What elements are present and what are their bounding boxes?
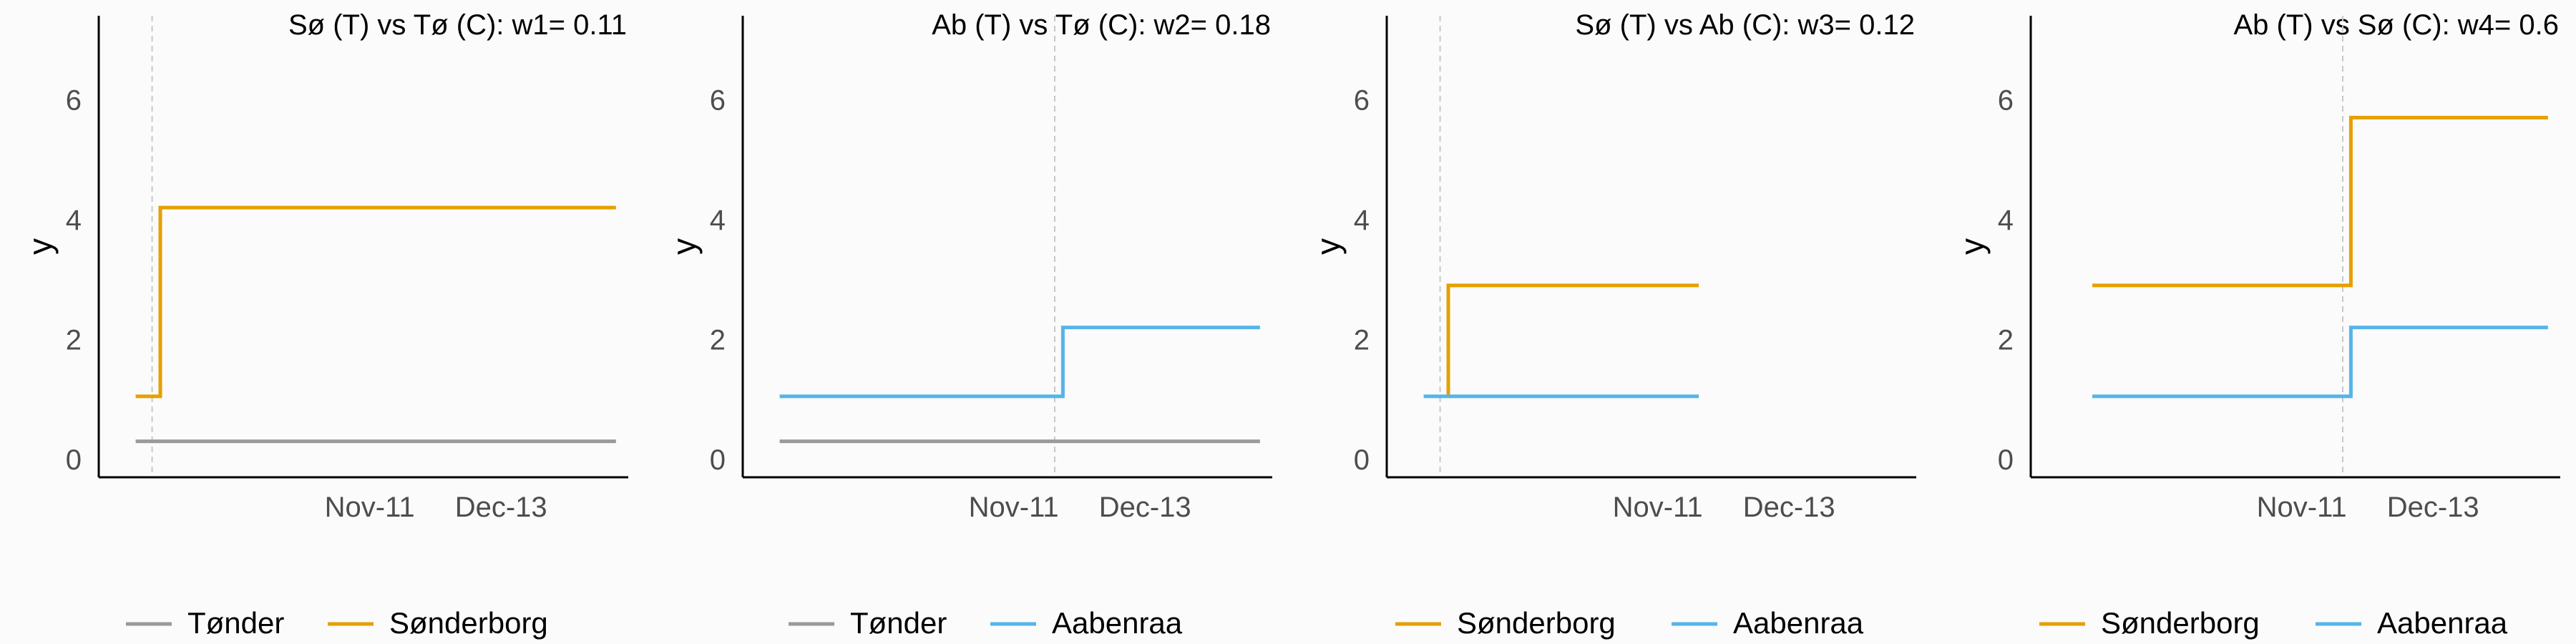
series-line-aabenraa — [779, 326, 1260, 399]
legend-label: Aabenraa — [1052, 606, 1183, 640]
legend-label: Aabenraa — [2377, 606, 2508, 640]
chart-title: Ab (T) vs Sø (C): w4= 0.6 — [2233, 9, 2559, 41]
chart-title: Ab (T) vs Tø (C): w2= 0.18 — [932, 9, 1271, 41]
y-axis-label: y — [1953, 238, 1991, 255]
x-tick-label: Nov-11 — [969, 492, 1059, 523]
legend-item: Aabenraa — [990, 606, 1183, 640]
y-tick-label: 2 — [1998, 324, 2014, 356]
y-axis-label: y — [21, 238, 59, 255]
legend-item: Tønder — [789, 606, 947, 640]
legend-label: Tønder — [850, 606, 947, 640]
x-tick-label: Dec-13 — [1099, 492, 1191, 523]
y-tick-label: 4 — [710, 205, 726, 236]
legend-label: Tønder — [187, 606, 284, 640]
legend-label: Sønderborg — [1457, 606, 1616, 640]
legend-item: Aabenraa — [2316, 606, 2508, 640]
legend-label: Sønderborg — [389, 606, 548, 640]
legend-item: Sønderborg — [1395, 606, 1616, 640]
x-tick-label: Dec-13 — [2387, 492, 2479, 523]
legend-item: Tønder — [126, 606, 284, 640]
x-tick-label: Nov-11 — [2257, 492, 2347, 523]
y-tick-label: 2 — [66, 324, 82, 356]
y-tick-label: 0 — [710, 444, 726, 476]
y-tick-label: 6 — [1354, 84, 1370, 116]
chart-title: Sø (T) vs Tø (C): w1= 0.11 — [288, 9, 627, 41]
chart-title: Sø (T) vs Ab (C): w3= 0.12 — [1575, 9, 1915, 41]
y-tick-label: 4 — [1354, 205, 1370, 236]
x-tick-label: Dec-13 — [1743, 492, 1835, 523]
y-tick-label: 2 — [1354, 324, 1370, 356]
legend-item: Sønderborg — [2039, 606, 2260, 640]
legend-label: Sønderborg — [2101, 606, 2260, 640]
y-tick-label: 4 — [1998, 205, 2014, 236]
series-line-sønderborg — [1446, 283, 1699, 396]
x-tick-label: Nov-11 — [325, 492, 415, 523]
y-tick-label: 0 — [66, 444, 82, 476]
y-axis-label: y — [665, 238, 703, 255]
y-tick-label: 4 — [66, 205, 82, 236]
y-tick-label: 6 — [1998, 84, 2014, 116]
chart-panel-2: Ab (T) vs Tø (C): w2= 0.18 y 0 2 4 6 Nov-11 Dec… — [665, 9, 1272, 640]
legend-label: Aabenraa — [1733, 606, 1864, 640]
series-line-sønderborg — [135, 205, 616, 399]
series-line-sønderborg — [2092, 115, 2548, 288]
chart-panel-3: Sø (T) vs Ab (C): w3= 0.12 y 0 2 4 6 Nov-11 Dec… — [1309, 9, 1916, 640]
y-axis-label: y — [1309, 238, 1347, 255]
y-tick-label: 2 — [710, 324, 726, 356]
chart-panel-1: Sø (T) vs Tø (C): w1= 0.11 y 0 2 4 6 Nov-11 Dec… — [21, 9, 628, 640]
y-tick-label: 6 — [66, 84, 82, 116]
x-tick-label: Dec-13 — [455, 492, 547, 523]
x-tick-label: Nov-11 — [1613, 492, 1703, 523]
y-tick-label: 6 — [710, 84, 726, 116]
legend-item: Aabenraa — [1672, 606, 1864, 640]
series-line-aabenraa — [2092, 326, 2548, 399]
legend-item: Sønderborg — [328, 606, 548, 640]
chart-panel-4: Ab (T) vs Sø (C): w4= 0.6 y 0 2 4 6 Nov-11 Dec-… — [1953, 9, 2560, 640]
y-tick-label: 0 — [1998, 444, 2014, 476]
y-tick-label: 0 — [1354, 444, 1370, 476]
